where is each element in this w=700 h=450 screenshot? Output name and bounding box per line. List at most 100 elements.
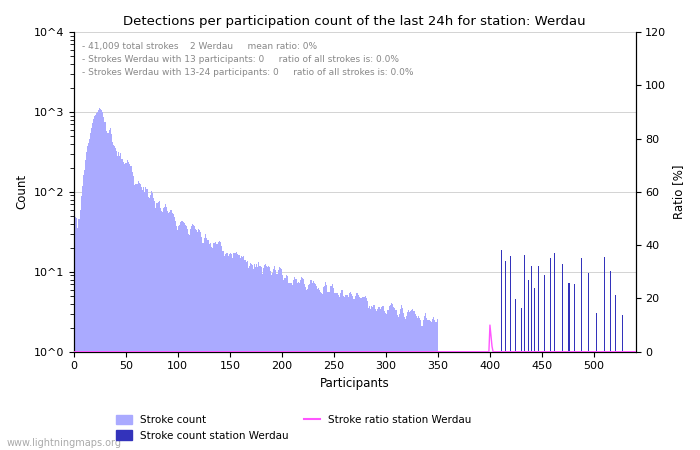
Bar [128,162,130,450]
Bar [406,316,407,450]
Bar [588,273,589,450]
Bar [356,293,357,450]
Y-axis label: Count: Count [15,174,28,209]
Bar [245,260,246,450]
Bar [168,213,169,450]
Bar [478,352,479,450]
Bar [120,153,121,450]
Bar [608,352,609,450]
Bar [461,352,463,450]
Bar [136,184,138,450]
Bar [521,307,522,450]
Bar [570,352,572,450]
Bar [181,221,183,450]
Bar [555,352,556,450]
Bar [582,352,583,450]
Bar [195,230,196,450]
Bar [506,352,507,450]
Bar [268,266,269,450]
Bar [507,352,508,450]
Bar [545,352,547,450]
Bar [202,243,203,450]
Bar [177,230,178,450]
Bar [198,229,199,450]
Bar [172,213,173,450]
Bar [459,352,461,450]
Bar [361,297,363,450]
Bar [307,288,309,450]
Bar [398,318,399,450]
Bar [395,310,397,450]
Bar [438,352,440,450]
Bar [533,352,534,450]
Bar [85,153,87,450]
Bar [414,314,416,450]
Bar [483,352,484,450]
Bar [564,352,566,450]
Bar [187,229,188,450]
Bar [487,352,489,450]
Bar [369,306,370,450]
Bar [102,112,104,450]
Bar [80,197,82,450]
Bar [298,282,299,450]
Bar [183,223,185,450]
Bar [422,326,423,450]
Bar [543,274,545,450]
Bar [538,266,540,450]
Bar [216,244,217,450]
Bar [144,192,145,450]
Bar [536,352,538,450]
Bar [358,295,359,450]
Bar [427,320,428,450]
Title: Detections per participation count of the last 24h for station: Werdau: Detections per participation count of th… [123,15,586,28]
Bar [288,283,290,450]
Bar [511,352,512,450]
Bar [514,352,515,450]
Bar [517,352,519,450]
Bar [581,352,582,450]
Bar [477,352,478,450]
Bar [371,306,372,450]
Bar [342,290,343,450]
Legend: Stroke count, Stroke count station Werdau, Stroke ratio station Werdau: Stroke count, Stroke count station Werda… [112,411,476,445]
Bar [547,352,549,450]
Bar [87,146,88,450]
Bar [560,352,561,450]
Bar [147,189,148,450]
Bar [370,309,371,450]
Bar [241,257,243,450]
Bar [501,250,502,450]
Bar [191,226,192,450]
Bar [274,266,275,450]
Bar [510,256,511,450]
Bar [622,352,624,450]
Bar [96,113,97,450]
Bar [604,256,605,450]
Bar [502,352,503,450]
Bar [420,320,421,450]
Bar [419,318,420,450]
Bar [203,243,204,450]
Bar [92,123,93,450]
Bar [554,253,555,450]
Bar [354,299,355,450]
Bar [553,352,554,450]
Bar [300,280,301,450]
Bar [281,270,282,450]
Bar [157,202,158,450]
Bar [348,297,349,450]
Bar [480,352,481,450]
Bar [596,352,598,450]
Bar [489,352,491,450]
Bar [538,352,540,450]
Bar [562,264,564,450]
Bar [588,352,589,450]
Bar [222,251,223,450]
Bar [179,225,181,450]
Bar [606,352,607,450]
Bar [286,276,288,450]
Bar [89,139,90,450]
Bar [294,277,295,450]
Bar [88,143,89,450]
